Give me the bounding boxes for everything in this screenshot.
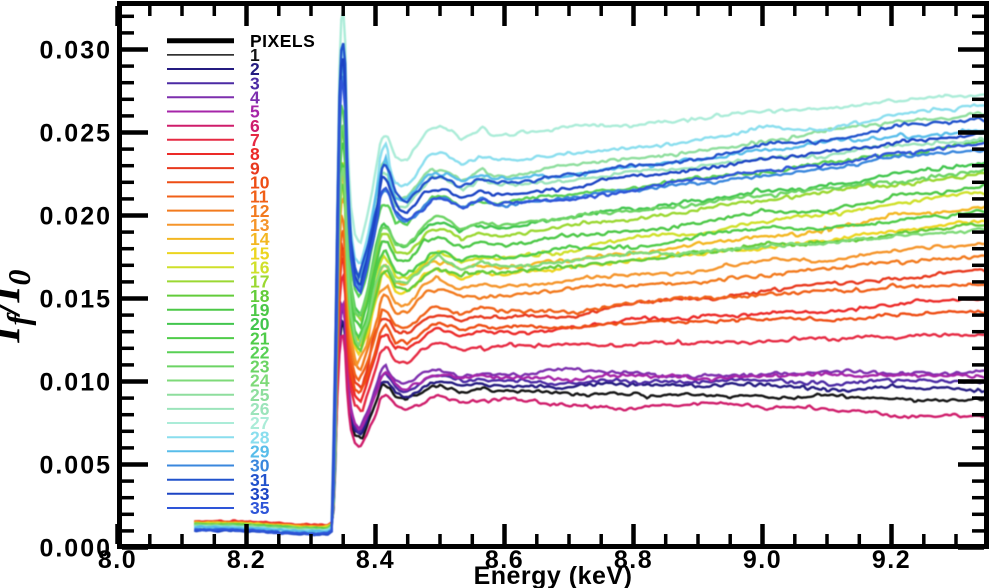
svg-text:8.2: 8.2	[227, 546, 266, 574]
svg-text:14: 14	[250, 229, 270, 249]
svg-text:1: 1	[250, 45, 260, 65]
svg-text:33: 33	[250, 484, 270, 504]
svg-text:8.0: 8.0	[98, 546, 137, 574]
svg-text:21: 21	[250, 328, 270, 348]
svg-text:0.000: 0.000	[39, 535, 112, 563]
svg-text:18: 18	[250, 286, 270, 306]
svg-text:26: 26	[250, 399, 270, 419]
svg-text:5: 5	[250, 102, 260, 122]
svg-text:9.0: 9.0	[743, 546, 782, 574]
svg-text:22: 22	[250, 342, 270, 362]
svg-text:35: 35	[250, 498, 270, 518]
svg-text:15: 15	[250, 243, 270, 263]
svg-text:13: 13	[250, 215, 270, 235]
svg-text:10: 10	[250, 173, 270, 193]
svg-text:0.015: 0.015	[39, 286, 112, 314]
svg-text:25: 25	[250, 385, 270, 405]
svg-text:27: 27	[250, 413, 269, 433]
svg-text:17: 17	[250, 272, 269, 292]
svg-text:0.030: 0.030	[39, 37, 112, 65]
svg-text:28: 28	[250, 427, 270, 447]
svg-text:Energy (keV): Energy (keV)	[474, 562, 633, 588]
svg-text:9.2: 9.2	[872, 546, 911, 574]
svg-text:8.6: 8.6	[485, 546, 524, 574]
svg-text:PIXELS: PIXELS	[250, 31, 315, 51]
svg-text:9: 9	[250, 158, 260, 178]
svg-text:19: 19	[250, 300, 270, 320]
svg-text:7: 7	[250, 130, 260, 150]
svg-text:30: 30	[250, 456, 270, 476]
svg-text:31: 31	[250, 470, 270, 490]
svg-text:8: 8	[250, 144, 260, 164]
svg-text:12: 12	[250, 201, 270, 221]
svg-text:11: 11	[250, 187, 269, 207]
svg-text:29: 29	[250, 442, 270, 462]
svg-text:6: 6	[250, 116, 260, 136]
svg-text:20: 20	[250, 314, 270, 334]
svg-text:0.010: 0.010	[39, 369, 112, 397]
svg-text:3: 3	[250, 73, 260, 93]
svg-text:0.025: 0.025	[39, 120, 112, 148]
svg-text:8.4: 8.4	[356, 546, 395, 574]
svg-text:23: 23	[250, 357, 270, 377]
svg-text:8.8: 8.8	[614, 546, 653, 574]
svg-text:4: 4	[250, 88, 260, 108]
svg-text:2: 2	[250, 59, 260, 79]
svg-text:16: 16	[250, 258, 270, 278]
svg-text:0.020: 0.020	[39, 203, 112, 231]
svg-text:0.005: 0.005	[39, 452, 112, 480]
svg-text:24: 24	[250, 371, 270, 391]
